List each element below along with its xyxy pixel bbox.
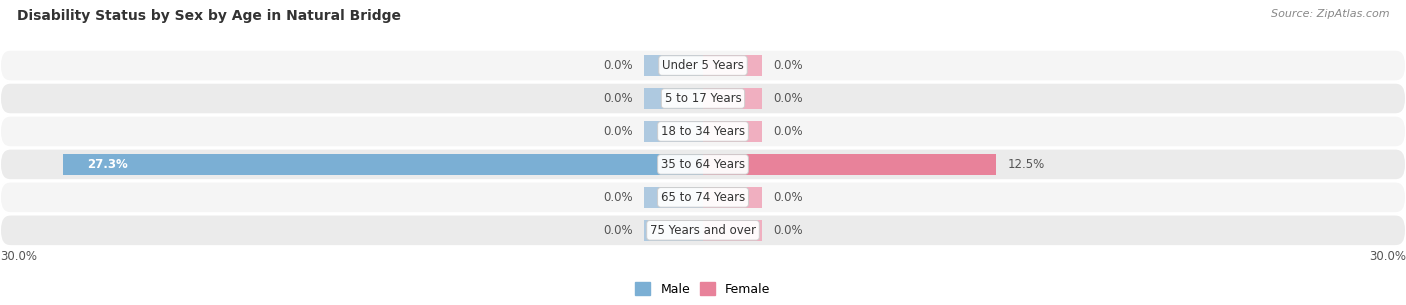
- Text: 0.0%: 0.0%: [603, 125, 633, 138]
- Text: 0.0%: 0.0%: [773, 224, 803, 237]
- Bar: [703, 154, 995, 175]
- Bar: [644, 220, 703, 241]
- Text: 0.0%: 0.0%: [603, 224, 633, 237]
- Text: 0.0%: 0.0%: [773, 59, 803, 72]
- FancyBboxPatch shape: [0, 214, 1406, 246]
- Bar: [644, 121, 703, 142]
- Text: 18 to 34 Years: 18 to 34 Years: [661, 125, 745, 138]
- FancyBboxPatch shape: [0, 50, 1406, 81]
- Text: 0.0%: 0.0%: [773, 191, 803, 204]
- Bar: [703, 187, 762, 208]
- Text: Under 5 Years: Under 5 Years: [662, 59, 744, 72]
- Text: 30.0%: 30.0%: [0, 250, 37, 263]
- Text: 27.3%: 27.3%: [87, 158, 128, 171]
- FancyBboxPatch shape: [0, 181, 1406, 213]
- FancyBboxPatch shape: [0, 116, 1406, 147]
- Bar: [703, 88, 762, 109]
- Bar: [703, 121, 762, 142]
- Bar: [644, 55, 703, 76]
- Bar: [703, 220, 762, 241]
- Bar: [644, 187, 703, 208]
- Text: 0.0%: 0.0%: [773, 125, 803, 138]
- FancyBboxPatch shape: [0, 149, 1406, 180]
- Bar: [63, 154, 703, 175]
- Text: 35 to 64 Years: 35 to 64 Years: [661, 158, 745, 171]
- Text: 0.0%: 0.0%: [603, 59, 633, 72]
- Text: 75 Years and over: 75 Years and over: [650, 224, 756, 237]
- FancyBboxPatch shape: [0, 83, 1406, 114]
- Text: 12.5%: 12.5%: [1008, 158, 1045, 171]
- Text: Disability Status by Sex by Age in Natural Bridge: Disability Status by Sex by Age in Natur…: [17, 9, 401, 23]
- Text: 65 to 74 Years: 65 to 74 Years: [661, 191, 745, 204]
- Text: Source: ZipAtlas.com: Source: ZipAtlas.com: [1271, 9, 1389, 19]
- Text: 5 to 17 Years: 5 to 17 Years: [665, 92, 741, 105]
- Bar: [703, 55, 762, 76]
- Text: 0.0%: 0.0%: [603, 191, 633, 204]
- Text: 0.0%: 0.0%: [773, 92, 803, 105]
- Text: 0.0%: 0.0%: [603, 92, 633, 105]
- Bar: [644, 88, 703, 109]
- Text: 30.0%: 30.0%: [1369, 250, 1406, 263]
- Legend: Male, Female: Male, Female: [630, 278, 776, 301]
